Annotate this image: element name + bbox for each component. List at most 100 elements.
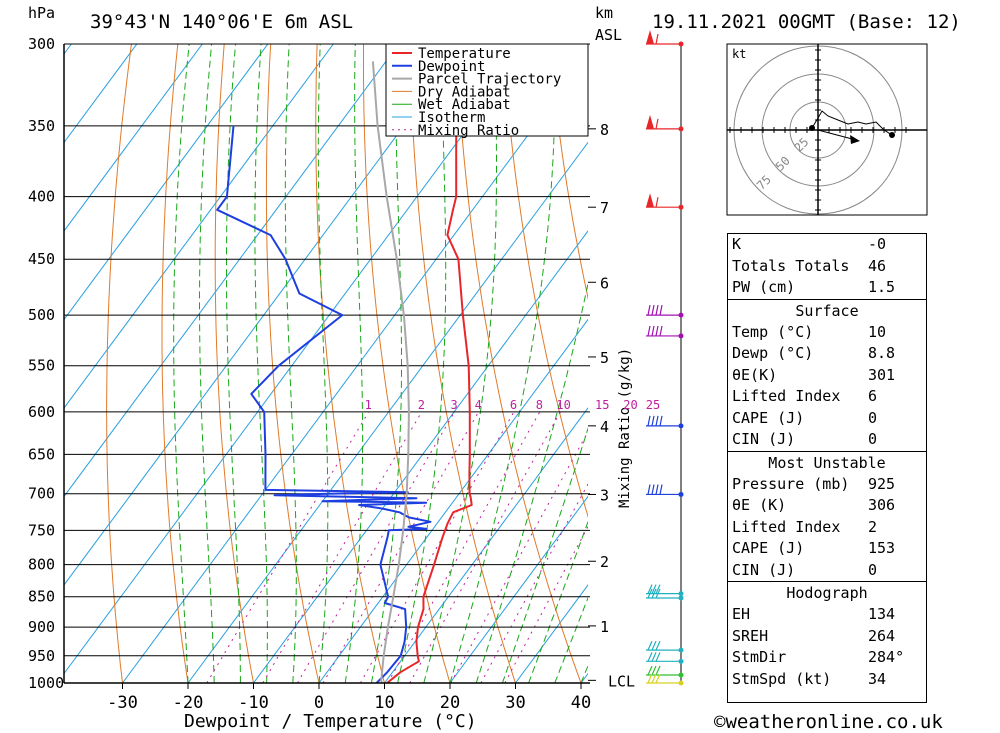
- km-tick-label: 5: [600, 349, 609, 367]
- pressure-tick-label: 900: [28, 618, 55, 636]
- index-label: PW (cm): [732, 278, 796, 296]
- legend-entry: Dry Adiabat: [418, 84, 511, 100]
- dry-adiabat-line: [921, 44, 1000, 683]
- wind-barb: [646, 588, 684, 601]
- mixing-ratio-label: 20: [623, 398, 637, 412]
- x-tick-label: -20: [173, 693, 204, 713]
- wind-barb: [646, 193, 684, 210]
- index-row: CAPE (J) 153: [728, 538, 926, 560]
- index-value: 284°: [868, 648, 905, 666]
- index-row: Totals Totals 46: [728, 256, 926, 278]
- wind-barb: [646, 640, 684, 653]
- x-tick-label: -30: [107, 693, 138, 713]
- storm-motion-vector: [817, 129, 857, 141]
- index-row: Temp (°C) 10: [728, 322, 926, 344]
- index-label: Temp (°C): [732, 322, 814, 341]
- pressure-tick-label: 450: [28, 250, 55, 268]
- isotherm-line: [64, 44, 531, 675]
- index-label: StmDir: [732, 648, 787, 666]
- index-label: SREH: [732, 626, 769, 645]
- index-label: EH: [732, 605, 751, 623]
- x-tick-label: 40: [571, 693, 591, 713]
- km-label: km: [595, 4, 613, 22]
- isotherm-line: [64, 44, 203, 232]
- isotherm-line: [64, 44, 269, 321]
- most-unstable-title: Most Unstable: [728, 450, 926, 474]
- wet-adiabat-line: [173, 44, 190, 683]
- wet-adiabat-line: [317, 44, 329, 683]
- legend-box: [385, 43, 589, 137]
- index-row: CAPE (J) 0: [728, 408, 926, 430]
- pressure-tick-label: 750: [28, 521, 55, 539]
- dewpoint-profile: [216, 125, 432, 683]
- km-tick-label: 4: [600, 418, 609, 436]
- wet-adiabat-line: [528, 520, 588, 683]
- index-row: CIN (J) 0: [728, 560, 926, 582]
- dry-adiabat-line: [315, 44, 385, 683]
- isotherm-line: [187, 141, 588, 683]
- wet-adiabat-line: [449, 44, 557, 683]
- mixing-ratio-line: [206, 411, 370, 683]
- mixing-ratio-label: 10: [556, 398, 570, 412]
- date-title: 19.11.2021 00GMT (Base: 12): [652, 11, 961, 33]
- index-value: -0: [868, 235, 887, 253]
- asl-label: ASL: [595, 26, 622, 44]
- index-label: Lifted Index: [732, 387, 841, 405]
- wet-adiabat-line: [423, 44, 497, 683]
- mixing-ratio-label: 6: [510, 398, 517, 412]
- mixing-ratio-line: [297, 411, 455, 683]
- legend-entry: Isotherm: [418, 110, 485, 126]
- hodograph-trace: [811, 110, 893, 136]
- wind-barb: [646, 304, 684, 318]
- parcel-trajectory: [371, 61, 410, 683]
- surface-title: Surface: [728, 298, 926, 322]
- copyright: ©weatheronline.co.uk: [714, 711, 943, 733]
- index-row: Lifted Index 2: [728, 517, 926, 539]
- km-tick-label: 8: [600, 121, 609, 139]
- profiles: [216, 44, 473, 683]
- isotherm-line: [318, 318, 588, 683]
- wet-adiabat-line: [226, 44, 241, 683]
- legend-entry: Dewpoint: [418, 59, 485, 75]
- index-row: θE (K) 306: [728, 495, 926, 517]
- legend-entry: Wet Adiabat: [418, 97, 511, 113]
- pressure-tick-label: 550: [28, 357, 55, 375]
- wet-adiabat-line: [199, 44, 215, 683]
- index-value: 134: [868, 605, 896, 623]
- index-row: StmSpd (kt) 34: [728, 669, 926, 691]
- index-value: 306: [868, 496, 896, 514]
- wet-adiabat-line: [370, 44, 402, 683]
- mixing-ratio-label: 15: [595, 398, 609, 412]
- isotherm-line: [64, 44, 400, 498]
- temperature-axis: -30 -20 -10 0 10 20 30 40: [107, 683, 591, 713]
- wet-adiabat-line: [501, 427, 588, 683]
- index-label: CAPE (J): [732, 408, 805, 427]
- pressure-tick-label: 1000: [28, 674, 64, 692]
- index-row: PW (cm) 1.5: [728, 277, 926, 299]
- pressure-tick-label: 350: [28, 117, 55, 135]
- wind-barb: [646, 584, 684, 597]
- index-value: 0: [868, 408, 878, 427]
- km-tick-label: 3: [600, 486, 609, 504]
- index-value: 2: [868, 517, 878, 536]
- pressure-tick-label: 400: [28, 188, 55, 206]
- temperature-profile: [386, 44, 473, 683]
- dry-adiabat-line: [455, 44, 582, 683]
- mixing-ratio-line: [387, 411, 541, 683]
- index-value: 925: [868, 474, 896, 493]
- index-label: K: [732, 235, 742, 253]
- wind-barb: [646, 325, 684, 339]
- x-axis-title: Dewpoint / Temperature (°C): [184, 711, 477, 732]
- height-axis: 8 7 6 5 4 3 2 1 LCL: [588, 121, 635, 690]
- mixing-ratio-label: 25: [646, 398, 660, 412]
- hpa-label: hPa: [28, 4, 55, 22]
- dry-adiabat-line: [214, 44, 254, 683]
- index-label: Totals Totals: [732, 256, 850, 275]
- index-label: Pressure (mb): [732, 474, 850, 493]
- index-label: CIN (J): [732, 560, 796, 579]
- index-label: θE(K): [732, 365, 778, 384]
- isotherm-line: [449, 495, 588, 683]
- index-value: 0: [868, 430, 878, 448]
- km-tick-label: 2: [600, 553, 609, 571]
